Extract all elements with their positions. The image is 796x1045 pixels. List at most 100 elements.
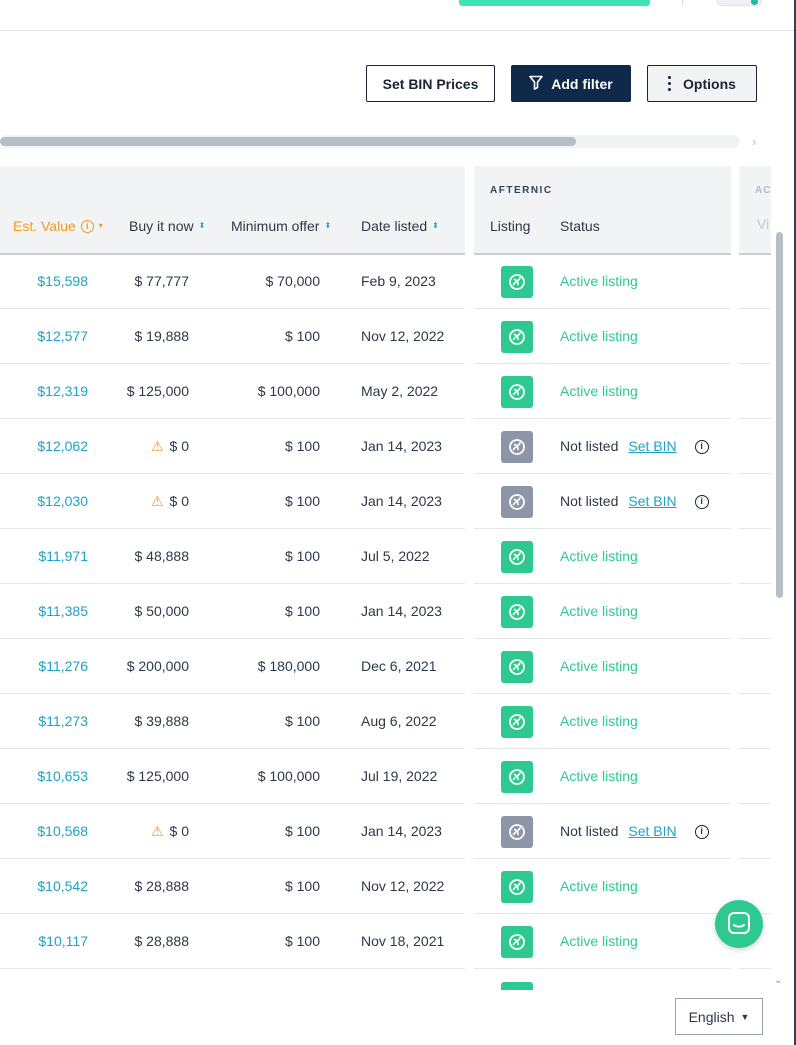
- status-value: Not listed: [560, 823, 619, 839]
- warning-icon: ⚠: [150, 823, 164, 839]
- table-row[interactable]: $12,577 $ 19,888 $ 100 Nov 12, 2022 Active l…: [0, 309, 771, 364]
- afternic-logo-icon[interactable]: [501, 706, 533, 738]
- table-row[interactable]: $11,385 $ 50,000 $ 100 Jan 14, 2023 Active l…: [0, 584, 771, 639]
- info-icon[interactable]: i: [694, 824, 709, 839]
- table-header: [0, 166, 465, 254]
- status-cell: Active listing: [560, 254, 638, 309]
- buy-it-now-value: $ 125,000: [126, 383, 189, 399]
- status-value: Not listed: [560, 493, 619, 509]
- set-bin-link[interactable]: Set BIN: [628, 823, 677, 839]
- afternic-logo-icon[interactable]: [501, 596, 533, 628]
- buy-it-now-value: $ 77,777: [134, 273, 190, 289]
- buy-it-now-cell: $ 125,000: [127, 364, 189, 419]
- language-select[interactable]: English ▼: [675, 998, 763, 1035]
- warning-icon: ⚠: [150, 438, 164, 454]
- scroll-right-icon[interactable]: ›: [752, 134, 757, 149]
- table-row[interactable]: $10,653 $ 125,000 $ 100,000 Jul 19, 2022 Act…: [0, 749, 771, 804]
- info-icon[interactable]: i: [694, 439, 709, 454]
- add-filter-button[interactable]: Add filter: [511, 65, 631, 102]
- afternic-logo-icon[interactable]: [501, 486, 533, 518]
- warning-icon: ⚠: [150, 493, 164, 509]
- set-bin-link[interactable]: Set BIN: [628, 438, 677, 454]
- top-header: [0, 0, 796, 31]
- minimum-offer-value: $ 100: [284, 438, 320, 454]
- column-header-est-value[interactable]: Est. Value i ▾: [13, 216, 103, 236]
- afternic-logo-icon[interactable]: [501, 431, 533, 463]
- table-row[interactable]: $11,971 $ 48,888 $ 100 Jul 5, 2022 Active li…: [0, 529, 771, 584]
- sort-icon[interactable]: ⬍: [198, 221, 206, 230]
- status-value: Active listing: [560, 273, 638, 289]
- est-value-link[interactable]: $11,971: [38, 548, 88, 564]
- est-value-link[interactable]: $10,568: [37, 823, 88, 839]
- table-row[interactable]: $10,568 ⚠ $ 0 $ 100 Jan 14, 2023 Not listed Se…: [0, 804, 771, 859]
- est-value-link[interactable]: $11,385: [38, 603, 88, 619]
- table-row[interactable]: $11,276 $ 200,000 $ 180,000 Dec 6, 2021 Acti…: [0, 639, 771, 694]
- afternic-logo-icon[interactable]: [501, 376, 533, 408]
- table-row[interactable]: $12,030 ⚠ $ 0 $ 100 Jan 14, 2023 Not listed Se…: [0, 474, 771, 529]
- status-value: Active listing: [560, 713, 638, 729]
- status-cell: Active listing: [560, 364, 638, 419]
- buy-it-now-value: $ 50,000: [134, 603, 190, 619]
- est-value-link[interactable]: $12,062: [37, 438, 88, 454]
- buy-it-now-value: $ 0: [169, 823, 189, 839]
- options-button[interactable]: Options: [647, 65, 757, 102]
- est-value-link[interactable]: $11,273: [38, 713, 88, 729]
- window-edge: [794, 0, 796, 1045]
- buy-it-now-label: Buy it now: [129, 218, 194, 234]
- sort-icon[interactable]: ⬍: [324, 221, 332, 230]
- minimum-offer-value: $ 100: [284, 603, 320, 619]
- buy-it-now-cell: $ 28,888: [135, 914, 190, 969]
- buy-it-now-value: $ 200,000: [126, 658, 189, 674]
- est-value-link[interactable]: $12,319: [37, 383, 88, 399]
- afternic-logo-icon[interactable]: [501, 266, 533, 298]
- date-listed-value: Aug 6, 2022: [361, 713, 437, 729]
- table-row[interactable]: $10,117 $ 28,888 $ 100 Nov 18, 2021 Active l…: [0, 914, 771, 969]
- set-bin-link[interactable]: Set BIN: [628, 493, 677, 509]
- sort-desc-icon[interactable]: ▾: [98, 221, 103, 230]
- column-header-date-listed[interactable]: Date listed ⬍: [361, 216, 439, 236]
- est-value-link[interactable]: $11,276: [38, 658, 88, 674]
- afternic-logo-icon[interactable]: [501, 926, 533, 958]
- afternic-logo-icon[interactable]: [501, 816, 533, 848]
- afternic-logo-icon[interactable]: [501, 761, 533, 793]
- table-row[interactable]: $12,319 $ 125,000 $ 100,000 May 2, 2022 Acti…: [0, 364, 771, 419]
- minimum-offer-value: $ 180,000: [257, 658, 320, 674]
- header-toggle[interactable]: [716, 0, 762, 6]
- status-cell: Not listed Set BIN i: [560, 474, 709, 529]
- info-icon[interactable]: i: [80, 219, 94, 233]
- status-value: Active listing: [560, 933, 638, 949]
- table-row[interactable]: $15,598 $ 77,777 $ 70,000 Feb 9, 2023 Active…: [0, 254, 771, 309]
- est-value-link[interactable]: $10,117: [38, 933, 88, 949]
- buy-it-now-value: $ 28,888: [134, 878, 190, 894]
- table-row[interactable]: $11,273 $ 39,888 $ 100 Aug 6, 2022 Active li…: [0, 694, 771, 749]
- afternic-logo-icon[interactable]: [501, 871, 533, 903]
- options-label: Options: [683, 75, 736, 92]
- minimum-offer-value: $ 100: [284, 328, 320, 344]
- afternic-logo-icon[interactable]: [501, 651, 533, 683]
- buy-it-now-cell: ⚠ $ 0: [151, 804, 189, 859]
- column-header-buy-it-now[interactable]: Buy it now ⬍: [129, 216, 205, 236]
- table-row[interactable]: $12,062 ⚠ $ 0 $ 100 Jan 14, 2023 Not listed Se…: [0, 419, 771, 474]
- est-value-link[interactable]: $12,577: [37, 328, 88, 344]
- afternic-group-header: [474, 166, 731, 254]
- est-value-link[interactable]: $12,030: [37, 493, 88, 509]
- vertical-scrollbar-thumb[interactable]: [776, 232, 783, 598]
- info-icon[interactable]: i: [694, 494, 709, 509]
- horizontal-scrollbar-thumb[interactable]: [0, 137, 576, 146]
- est-value-link[interactable]: $10,542: [37, 878, 88, 894]
- chat-button[interactable]: [715, 900, 763, 948]
- est-value-link[interactable]: $15,598: [37, 273, 88, 289]
- column-header-minimum-offer[interactable]: Minimum offer ⬍: [231, 216, 331, 236]
- afternic-logo-icon[interactable]: [501, 541, 533, 573]
- afternic-logo-icon[interactable]: [501, 321, 533, 353]
- minimum-offer-value: $ 70,000: [265, 273, 321, 289]
- date-listed-value: Jan 14, 2023: [361, 823, 442, 839]
- header-primary-button[interactable]: [459, 0, 650, 6]
- sort-icon[interactable]: ⬍: [432, 221, 439, 230]
- status-cell: Not listed Set BIN i: [560, 804, 709, 859]
- est-value-link[interactable]: $10,653: [37, 768, 88, 784]
- scroll-down-icon[interactable]: ⌄: [774, 975, 783, 986]
- set-bin-prices-button[interactable]: Set BIN Prices: [366, 65, 495, 102]
- afternic-logo-icon[interactable]: [501, 982, 533, 990]
- table-row[interactable]: $10,542 $ 28,888 $ 100 Nov 12, 2022 Active l…: [0, 859, 771, 914]
